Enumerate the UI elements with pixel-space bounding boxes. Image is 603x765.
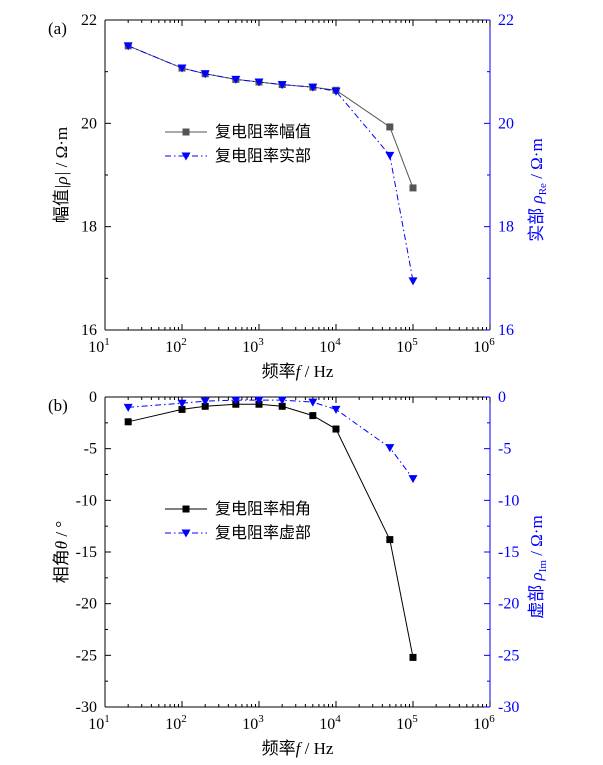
data-point-square [124, 418, 132, 426]
data-point-square [278, 402, 286, 410]
legend-label: 复电阻率相角 [215, 500, 311, 518]
x-tick-label: 105 [396, 713, 418, 733]
data-point-triangle [123, 42, 133, 51]
y-right-tick-label: -15 [498, 544, 519, 561]
legend-label: 复电阻率实部 [215, 147, 311, 165]
data-point-triangle [200, 397, 210, 406]
chart-panel-a: 101 102 103 104 105 1061618202216182022(a)频率f… [48, 12, 549, 381]
x-axis-label: 频率f / Hz [262, 739, 334, 758]
y-left-tick-label: 0 [89, 389, 97, 406]
data-point-square [386, 123, 394, 131]
data-point-triangle [308, 398, 318, 407]
x-tick-label: 106 [473, 713, 495, 733]
x-tick-label: 105 [396, 336, 418, 356]
data-point-triangle [408, 277, 418, 286]
data-point-triangle [385, 444, 395, 453]
y-left-tick-label: -5 [84, 441, 97, 458]
y-left-tick-label: 22 [81, 12, 97, 29]
data-point-triangle [177, 399, 187, 408]
legend-marker-square [182, 505, 190, 513]
x-tick-label: 104 [319, 713, 341, 733]
x-tick-label: 103 [242, 336, 264, 356]
y-left-tick-label: 16 [81, 322, 97, 339]
x-tick-label: 104 [319, 336, 341, 356]
data-point-triangle [385, 151, 395, 160]
y-right-tick-label: 18 [498, 219, 514, 236]
series-line-1 [128, 403, 414, 658]
data-point-triangle [231, 396, 241, 405]
data-point-triangle [200, 70, 210, 79]
legend-label: 复电阻率虚部 [215, 524, 311, 542]
data-point-square [201, 402, 209, 410]
data-point-triangle [277, 81, 287, 90]
data-point-triangle [254, 78, 264, 87]
legend-label: 复电阻率幅值 [215, 123, 311, 141]
data-point-triangle [331, 405, 341, 414]
legend-marker-triangle [181, 152, 191, 161]
legend-marker-triangle [181, 529, 191, 538]
y-axis-left-label: 相角θ / ° [52, 521, 71, 583]
x-tick-label: 106 [473, 336, 495, 356]
y-left-tick-label: -25 [76, 647, 97, 664]
x-tick-label: 101 [88, 336, 110, 356]
x-tick-label: 102 [165, 336, 187, 356]
data-point-triangle [331, 87, 341, 96]
y-left-tick-label: 20 [81, 115, 97, 132]
data-point-square [332, 425, 340, 433]
panel-label: (a) [48, 19, 67, 38]
data-point-square [178, 405, 186, 413]
y-axis-right-label: 实部 ρRe / Ω·m [527, 138, 549, 241]
x-tick-label: 103 [242, 713, 264, 733]
y-right-tick-label: -5 [498, 441, 511, 458]
data-point-triangle [231, 75, 241, 84]
data-point-triangle [254, 396, 264, 405]
data-point-triangle [408, 475, 418, 484]
data-point-square [409, 184, 417, 192]
data-point-square [386, 536, 394, 544]
data-point-triangle [123, 403, 133, 412]
x-tick-label: 101 [88, 713, 110, 733]
x-axis-label: 频率f / Hz [262, 362, 334, 381]
series-line-1 [127, 45, 414, 189]
data-point-square [309, 412, 317, 420]
data-point-triangle [308, 83, 318, 92]
data-point-square [409, 653, 417, 661]
y-left-tick-label: 18 [81, 219, 97, 236]
chart-panel-b: 101 102 103 104 105 106-30-25-20-15-10-50-30-… [48, 389, 549, 758]
y-right-tick-label: 16 [498, 322, 514, 339]
y-right-tick-label: 20 [498, 115, 514, 132]
series-line-2 [127, 45, 414, 282]
data-point-triangle [277, 396, 287, 405]
data-point-triangle [177, 64, 187, 73]
y-left-tick-label: -15 [76, 544, 97, 561]
legend-marker-square [182, 128, 190, 136]
y-right-tick-label: -10 [498, 492, 519, 509]
y-left-tick-label: -30 [76, 699, 97, 716]
y-left-tick-label: -20 [76, 596, 97, 613]
y-right-tick-label: 0 [498, 389, 506, 406]
y-right-tick-label: -30 [498, 699, 519, 716]
y-right-tick-label: 22 [498, 12, 514, 29]
y-axis-left-label: 幅值|ρ| / Ω·m [52, 127, 71, 223]
y-right-tick-label: -20 [498, 596, 519, 613]
panel-label: (b) [48, 396, 68, 415]
y-right-tick-label: -25 [498, 647, 519, 664]
y-axis-right-label: 虚部 ρIm / Ω·m [527, 515, 549, 618]
x-tick-label: 102 [165, 713, 187, 733]
y-left-tick-label: -10 [76, 492, 97, 509]
